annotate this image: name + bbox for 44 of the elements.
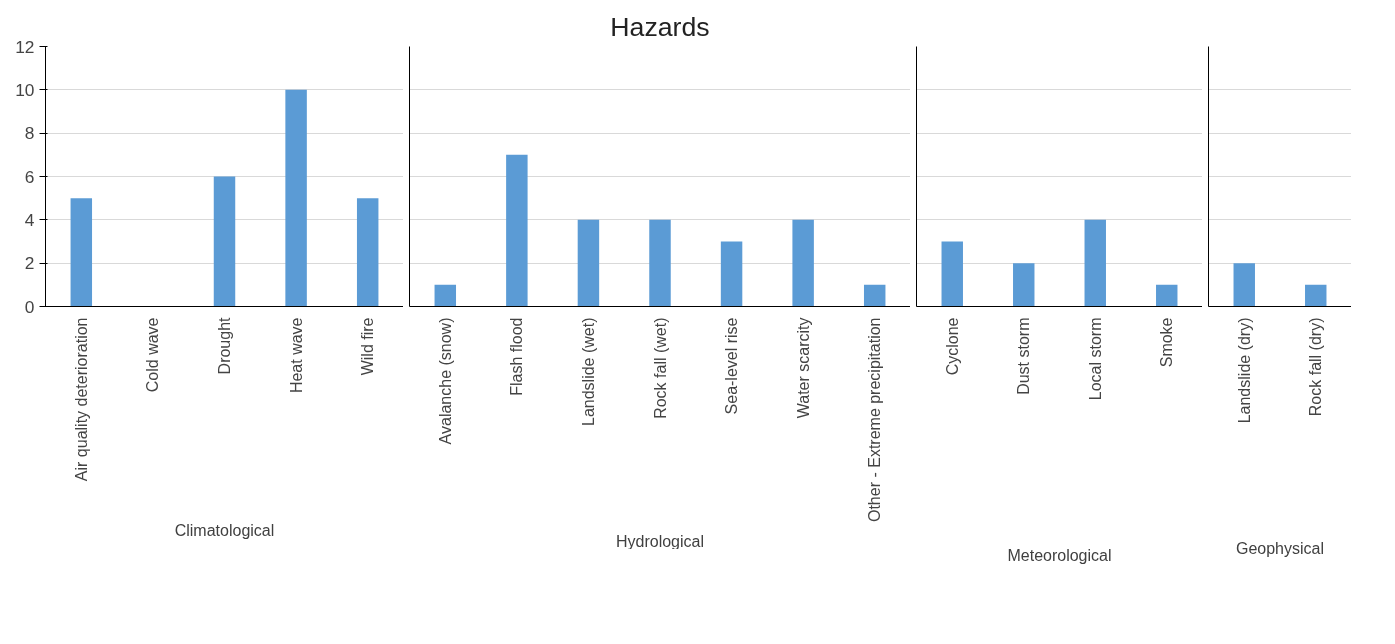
bar <box>649 219 671 307</box>
y-tick-label: 4 <box>24 209 35 230</box>
bar <box>70 198 93 307</box>
x-tick-label: Avalanche (snow) <box>436 317 454 445</box>
x-tick-label: Other - Extreme precipitation <box>866 317 884 523</box>
bar <box>720 241 743 307</box>
x-axis-title: Geophysical <box>1235 540 1325 558</box>
x-axis-title: Climatological <box>174 522 275 540</box>
x-tick-label: Local storm <box>1086 317 1104 401</box>
bar <box>577 219 600 307</box>
x-tick-label: Heat wave <box>287 317 305 394</box>
bar <box>941 241 963 307</box>
y-tick-label: 12 <box>15 36 35 57</box>
y-tick-label: 2 <box>24 253 35 274</box>
x-tick-label: Sea-level rise <box>723 317 741 415</box>
x-tick-label: Wild fire <box>359 317 377 376</box>
x-tick-label: Cold wave <box>144 317 162 393</box>
x-tick-label: Rock fall (dry) <box>1307 317 1325 417</box>
x-tick-label: Drought <box>216 316 233 375</box>
bar <box>356 198 379 307</box>
x-tick-label: Dust storm <box>1015 317 1033 395</box>
bar <box>1084 219 1106 307</box>
x-tick-label: Landslide (dry) <box>1235 317 1253 424</box>
bar <box>1013 263 1035 307</box>
bar <box>863 284 886 307</box>
bar <box>213 176 236 307</box>
y-tick-label: 10 <box>15 79 35 100</box>
x-axis-title: Meteorological <box>1007 547 1112 565</box>
x-tick-label: Air quality deterioration <box>72 317 90 482</box>
x-tick-label: Landslide (wet) <box>579 317 597 426</box>
bar <box>506 154 528 307</box>
chart-title: Hazards <box>610 11 710 42</box>
y-tick-label: 0 <box>24 296 35 317</box>
x-tick-label: Cyclone <box>943 317 961 376</box>
x-tick-label: Water scarcity <box>794 317 812 419</box>
x-tick-label: Smoke <box>1158 317 1176 368</box>
x-tick-label: Rock fall (wet) <box>651 317 669 419</box>
bar <box>1156 284 1178 307</box>
bar <box>434 284 457 307</box>
bar <box>285 89 307 307</box>
y-tick-label: 8 <box>24 123 35 144</box>
bar <box>792 219 814 307</box>
x-tick-label: Flash flood <box>508 317 526 396</box>
y-tick-label: 6 <box>24 166 35 187</box>
